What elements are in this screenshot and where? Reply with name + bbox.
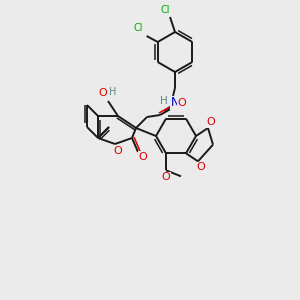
- Text: O: O: [139, 152, 147, 162]
- Text: O: O: [196, 162, 206, 172]
- Text: O: O: [162, 172, 170, 182]
- Text: Cl: Cl: [134, 23, 143, 33]
- Text: N: N: [171, 97, 179, 110]
- Text: O: O: [114, 146, 122, 156]
- Text: Cl: Cl: [160, 5, 170, 15]
- Text: O: O: [207, 117, 215, 127]
- Text: O: O: [99, 88, 107, 98]
- Text: H: H: [160, 96, 168, 106]
- Text: O: O: [178, 98, 186, 108]
- Text: H: H: [109, 87, 117, 97]
